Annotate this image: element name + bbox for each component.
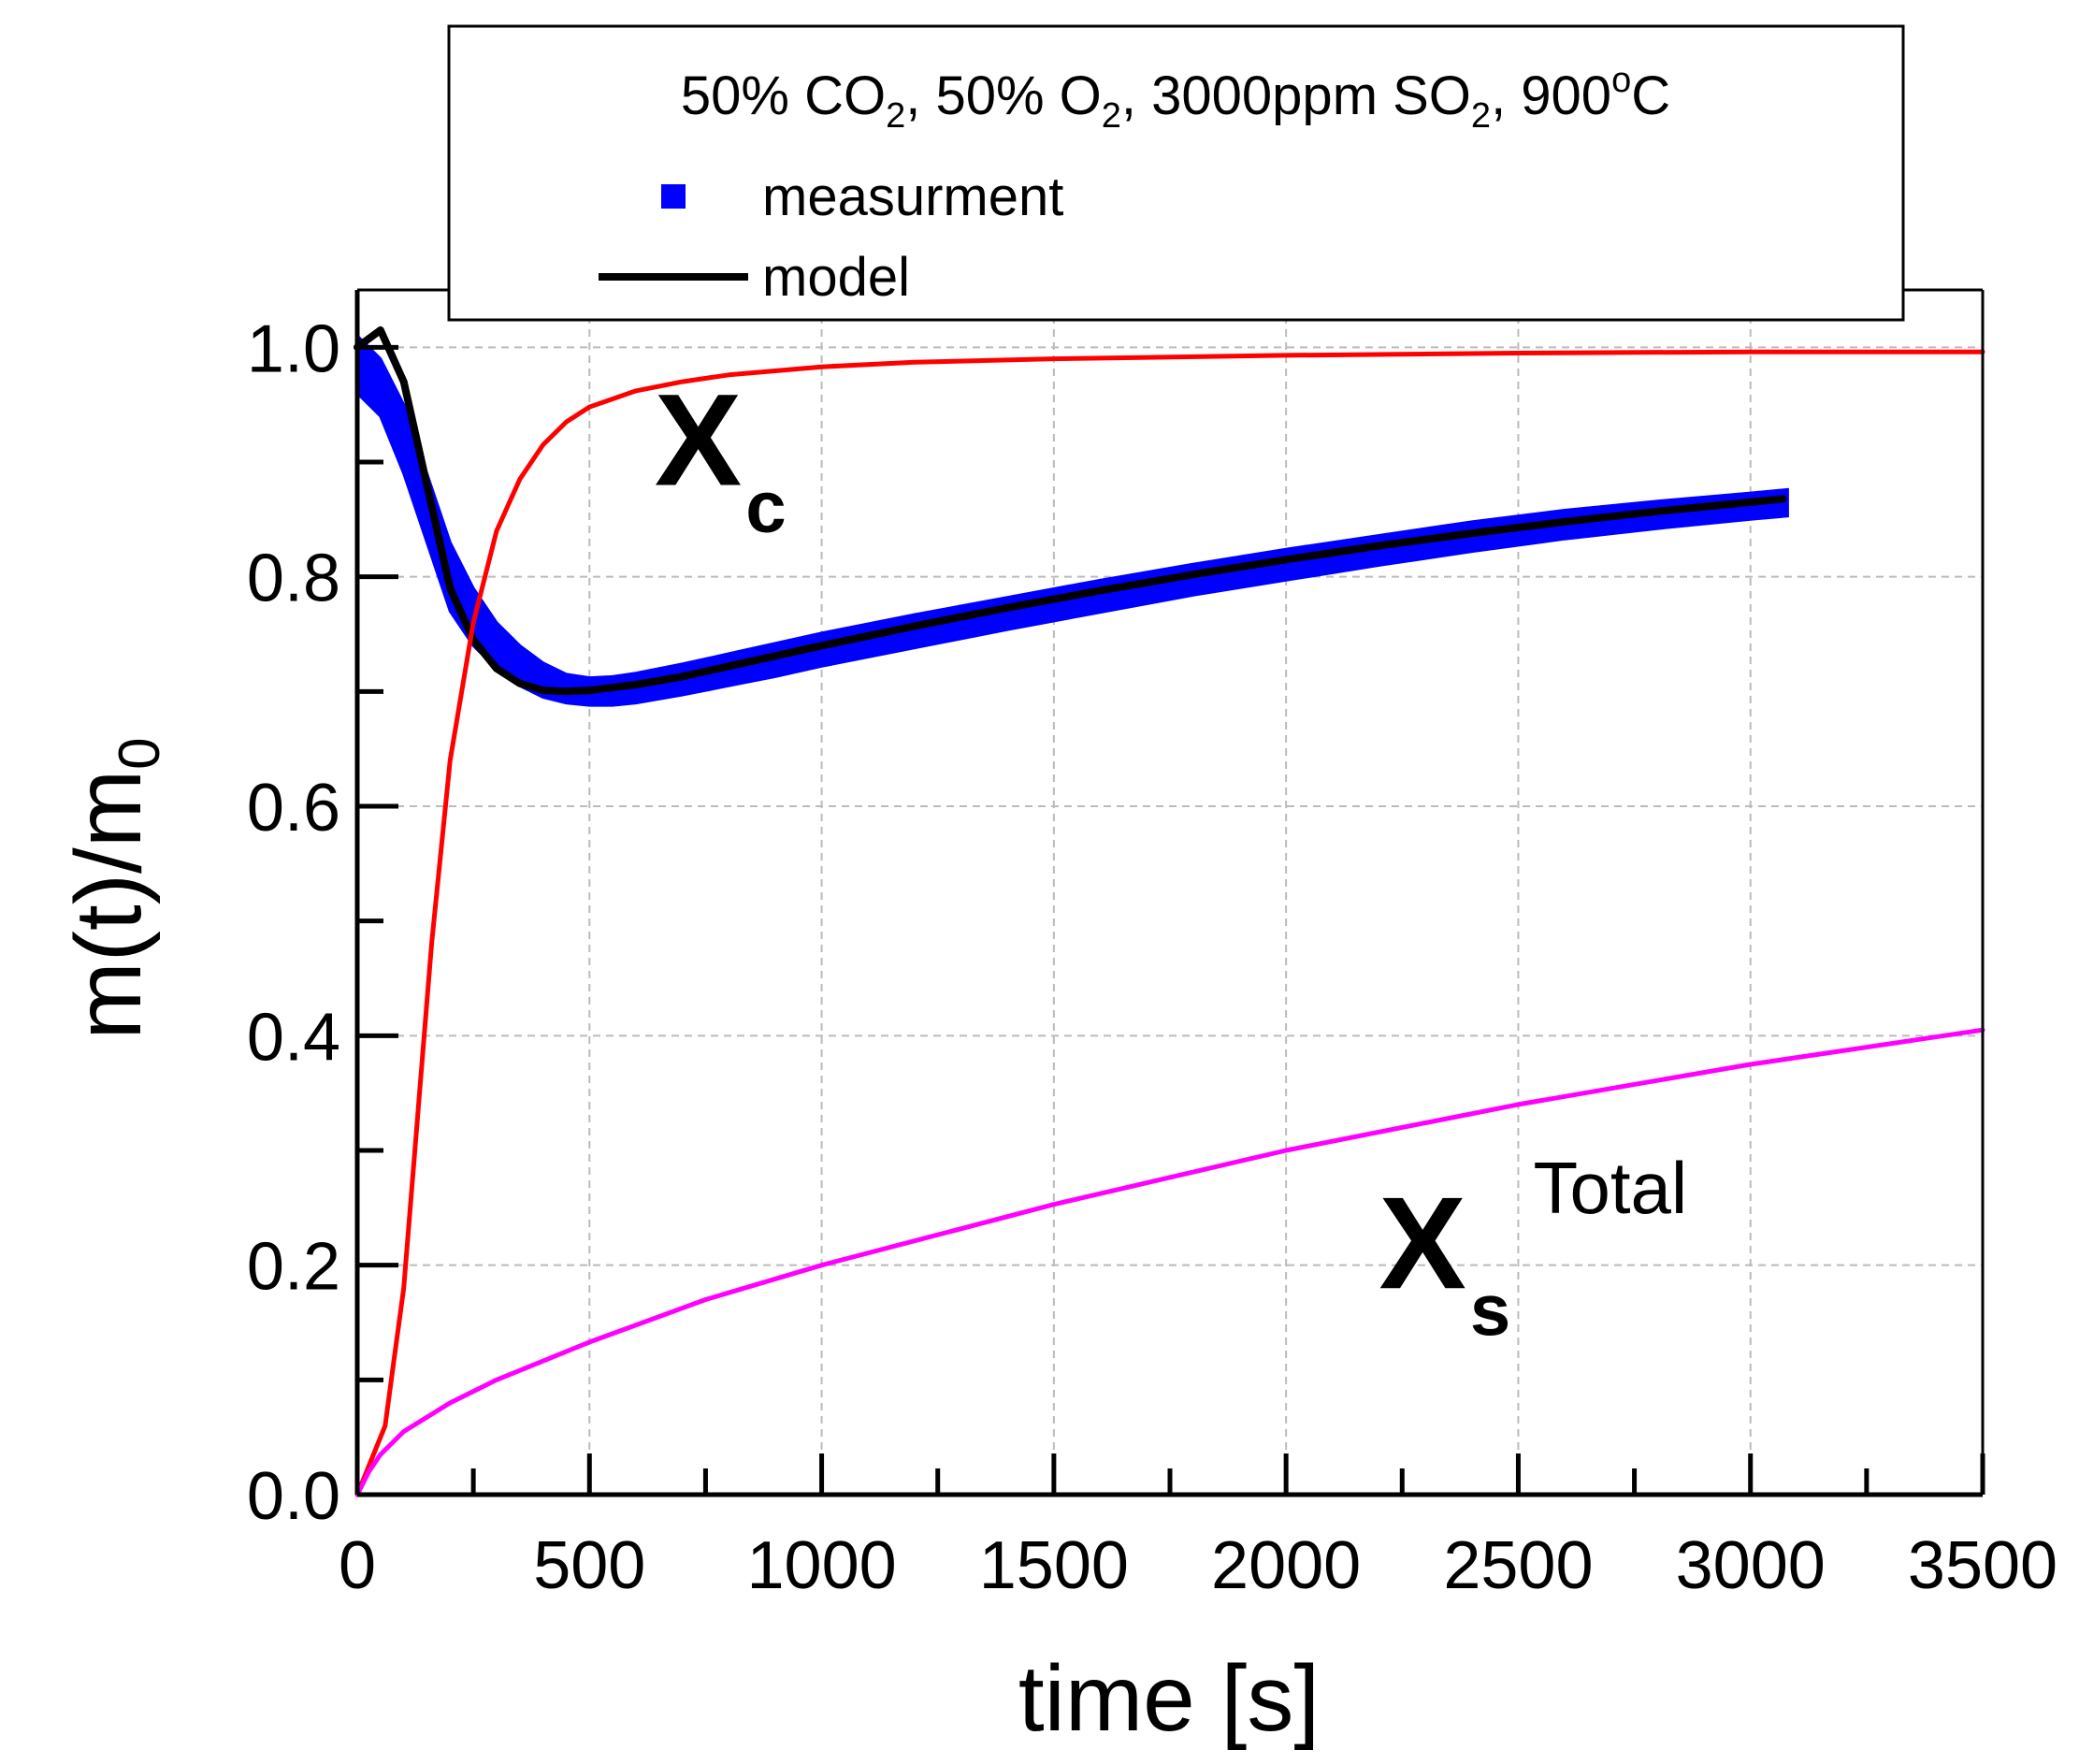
legend-label-model: model — [762, 247, 910, 308]
y-tick-label: 0.6 — [247, 771, 340, 846]
x-axis-title: time [s] — [1018, 1646, 1320, 1751]
x-tick-label: 0 — [339, 1528, 376, 1603]
x-tick-label: 500 — [533, 1528, 645, 1603]
legend-title-text: 50% CO — [681, 65, 886, 126]
annotation-xc-sub: c — [745, 466, 786, 548]
annotation-xc: Xc — [655, 367, 787, 548]
y-tick-label: 0.2 — [247, 1230, 340, 1305]
x-tick-label: 1500 — [979, 1528, 1129, 1603]
legend-marker-measurment — [661, 184, 686, 209]
tick-marks — [354, 344, 1985, 1497]
legend: 50% CO2, 50% O2, 3000ppm SO2, 900oCmeasu… — [447, 24, 1905, 322]
x-tick-label: 3000 — [1676, 1528, 1826, 1603]
x-tick-label: 2000 — [1211, 1528, 1361, 1603]
y-tick-label: 0.4 — [247, 1000, 340, 1075]
x-tick-label: 1000 — [746, 1528, 896, 1603]
x-tick-label: 2500 — [1443, 1528, 1593, 1603]
annotation-xs-main: X — [1379, 1169, 1465, 1316]
series-model-line — [354, 325, 1787, 696]
legend-title-text: , 900 — [1491, 65, 1611, 126]
legend-title-subscript: 2 — [1471, 96, 1491, 136]
series-x-c-line — [354, 349, 1985, 1497]
grid-lines — [357, 290, 1983, 1495]
y-axis-title-sub: 0 — [108, 737, 172, 769]
legend-title-text: , 50% O — [905, 65, 1102, 126]
y-axis-title-main: m(t)/m — [56, 770, 161, 1040]
legend-box — [447, 24, 1905, 322]
annotation-xc-main: X — [655, 367, 742, 513]
annotation-xs: Xs — [1379, 1169, 1510, 1351]
legend-title-text: , 3000ppm SO — [1121, 65, 1471, 126]
annotation-xs-sup: Total — [1533, 1147, 1687, 1229]
annotation-xs-sub: s — [1470, 1268, 1510, 1351]
series-x-s-total-line — [354, 1027, 1985, 1497]
legend-title-text: C — [1631, 65, 1670, 126]
legend-title-superscript: o — [1611, 61, 1631, 100]
x-tick-label: 3500 — [1908, 1528, 2057, 1603]
legend-label-measurment: measurment — [762, 166, 1063, 227]
legend-title: 50% CO2, 50% O2, 3000ppm SO2, 900oC — [681, 61, 1670, 136]
tick-labels: 0 500 1000 1500 2000 2500 3000 3500 0.0 0.2 0.4 0.6… — [247, 311, 2057, 1603]
legend-title-subscript: 2 — [1102, 96, 1121, 136]
legend-title-subscript: 2 — [886, 96, 905, 136]
y-tick-label: 0.8 — [247, 542, 340, 616]
y-tick-label: 1.0 — [247, 311, 340, 386]
y-axis-title: m(t)/m0 — [56, 737, 172, 1039]
y-tick-label: 0.0 — [247, 1459, 340, 1534]
series-layer — [354, 325, 1985, 1497]
